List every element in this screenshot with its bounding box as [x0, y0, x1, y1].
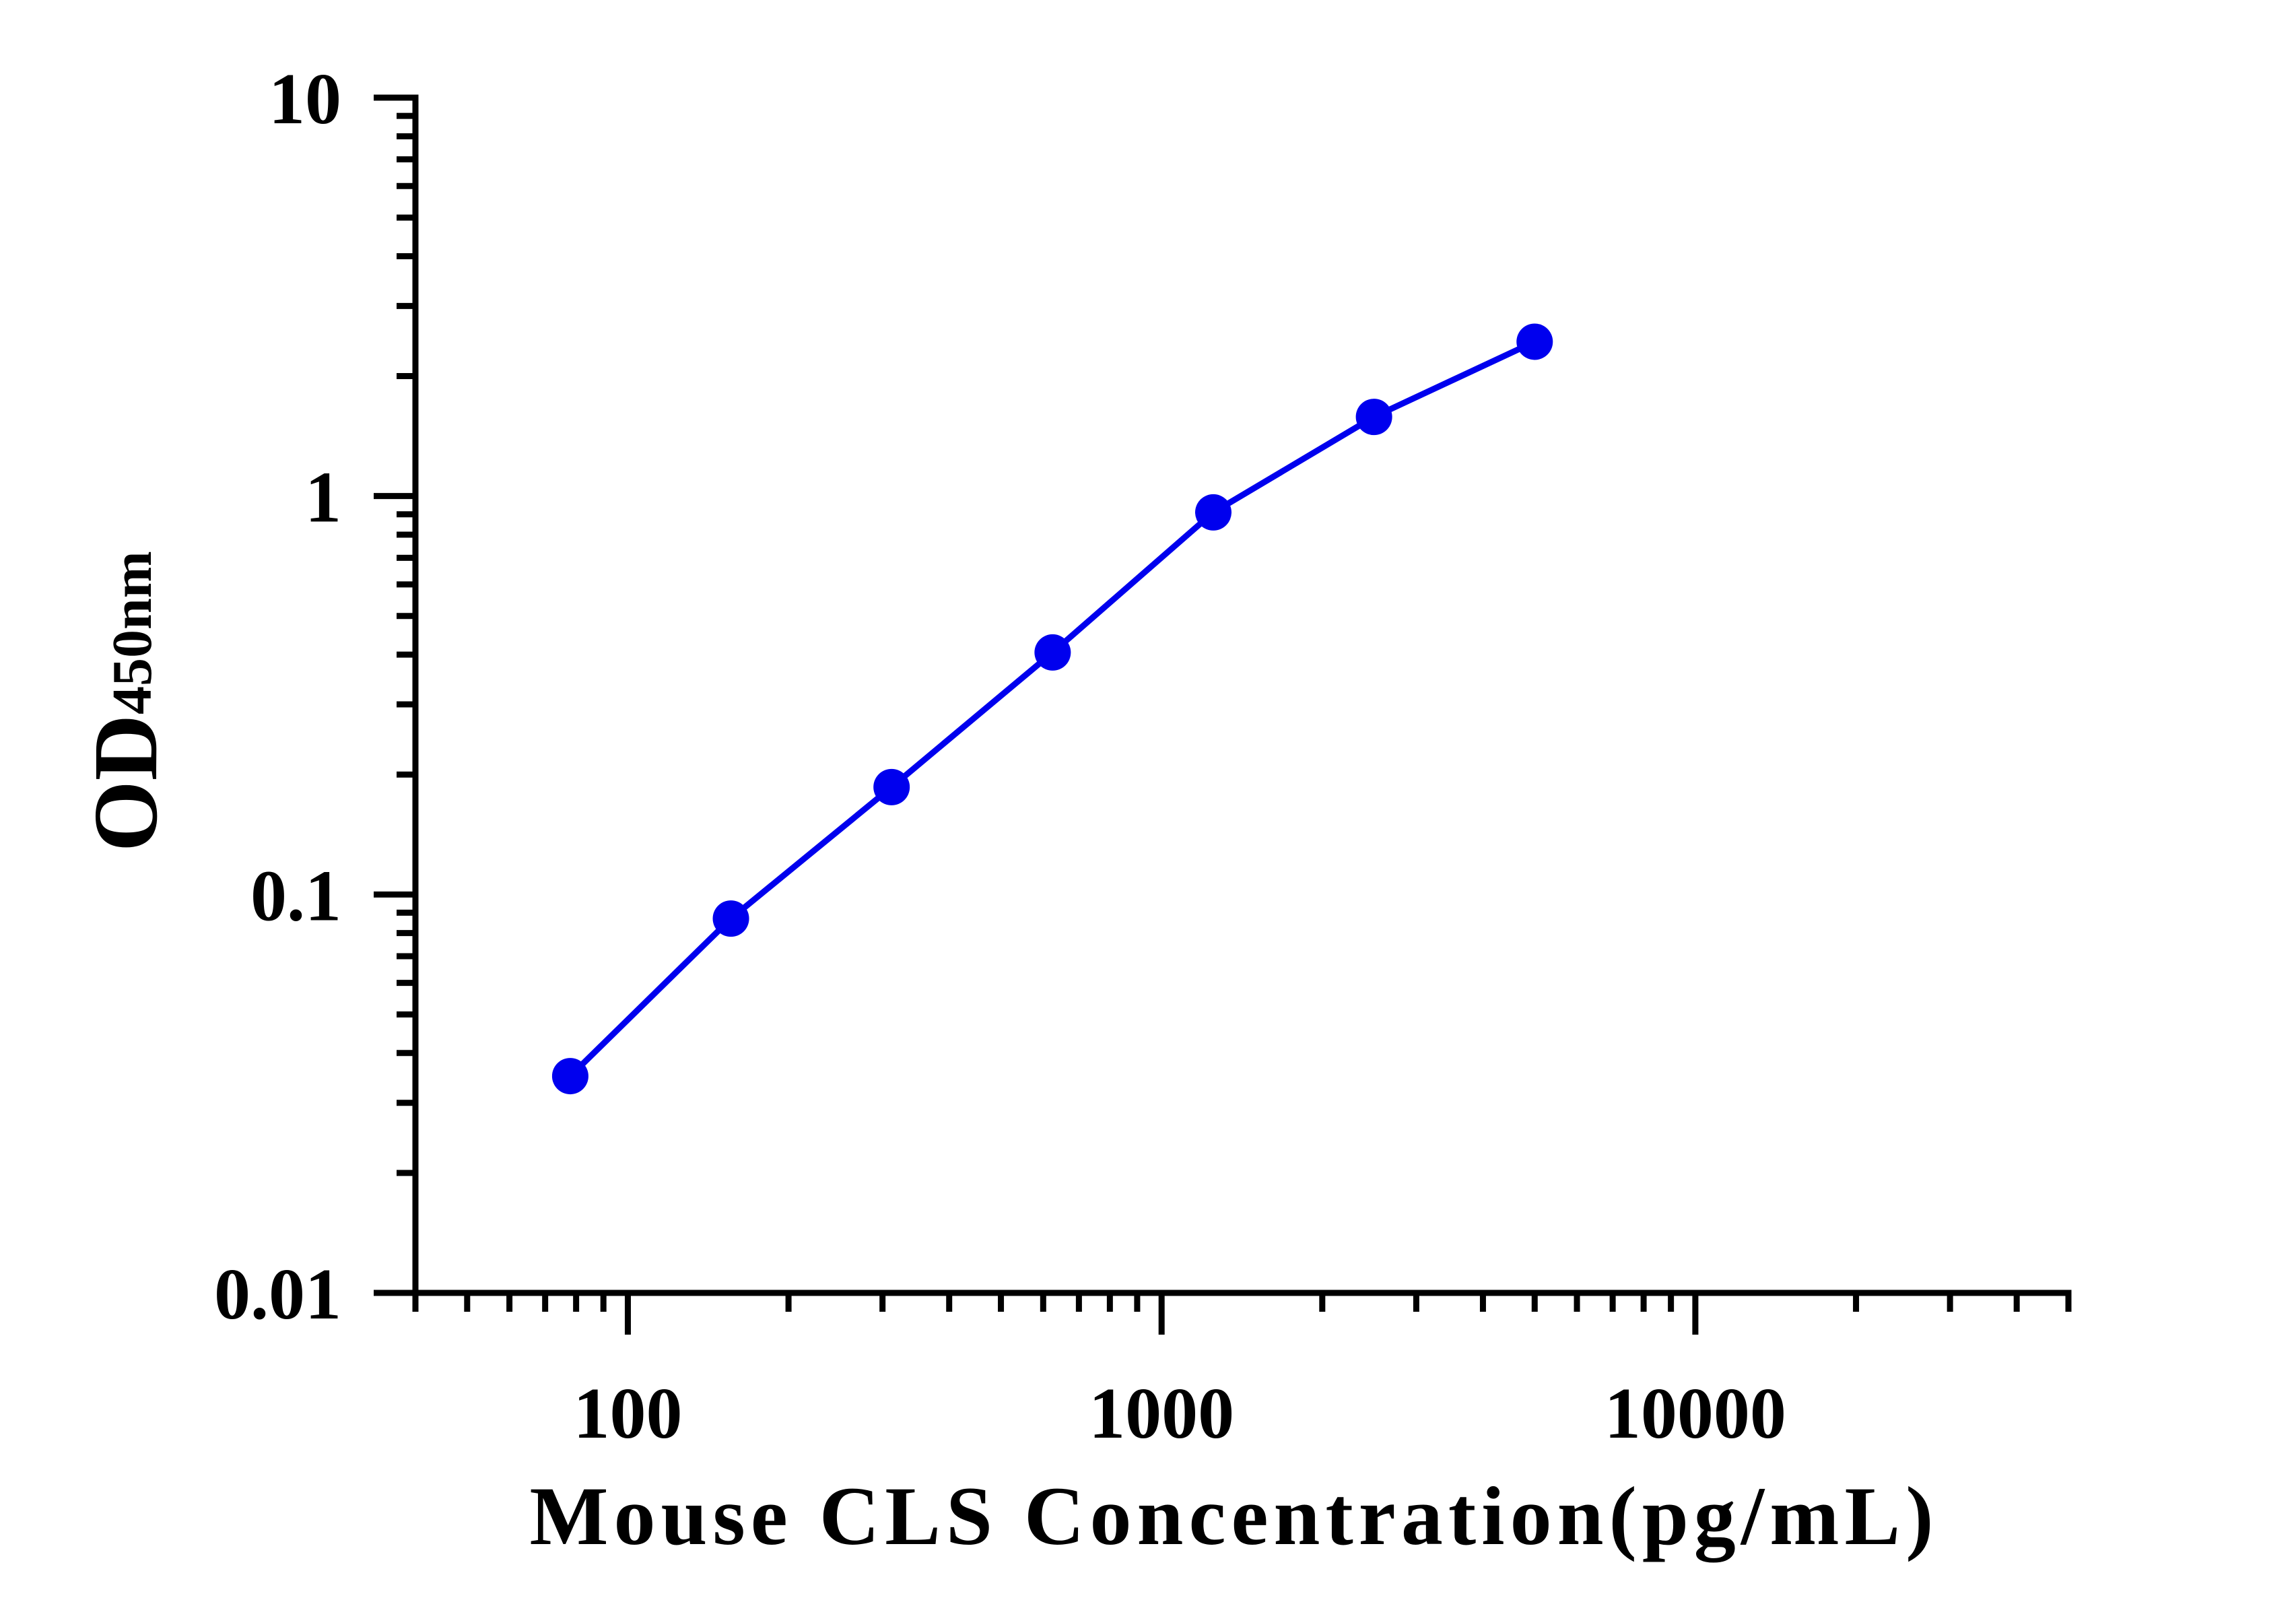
- y-tick-label: 1: [305, 458, 341, 538]
- y-tick-label: 10: [269, 59, 341, 139]
- y-tick-label: 0.1: [250, 856, 341, 936]
- y-tick-label: 0.01: [214, 1255, 341, 1335]
- major-ticks: [374, 94, 1699, 1335]
- data-point: [1516, 323, 1553, 360]
- y-axis-title-subscript: 450nm: [101, 551, 164, 714]
- data-point: [551, 1058, 588, 1095]
- data-point: [712, 900, 749, 937]
- data-point: [1195, 494, 1232, 531]
- x-tick-label: 100: [573, 1374, 682, 1454]
- data-point: [1355, 399, 1392, 436]
- data-point: [1034, 634, 1071, 671]
- x-axis-title: Mouse CLS Concentration(pg/mL): [529, 1470, 1938, 1563]
- x-tick-labels: 100 1000 10000: [573, 1374, 1786, 1454]
- series-line: [568, 339, 1537, 1079]
- y-tick-labels: 0.01 0.1 1 10: [214, 59, 341, 1335]
- data-points: [551, 323, 1553, 1095]
- minor-ticks: [397, 112, 2072, 1312]
- x-tick-label: 1000: [1089, 1374, 1234, 1454]
- y-axis-title-main: OD: [75, 714, 176, 852]
- y-axis-title: OD450nm: [75, 551, 176, 852]
- data-point: [873, 768, 910, 805]
- x-tick-label: 10000: [1605, 1374, 1786, 1454]
